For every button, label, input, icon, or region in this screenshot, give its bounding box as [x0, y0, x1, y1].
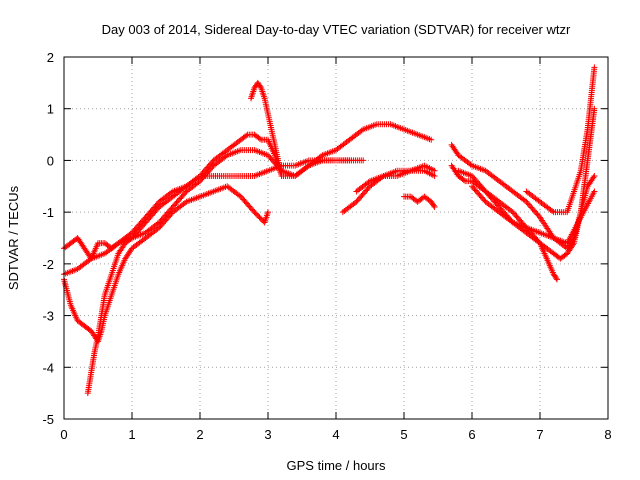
axis-ticks: 0 1 2 3 4 5 6 7 8 -5 -4 -3 -2 -1 0 1 2 — [42, 50, 611, 442]
data-point — [431, 172, 438, 179]
data-point — [209, 164, 216, 171]
x-tick-label: 1 — [128, 427, 135, 442]
y-tick-label: 2 — [47, 50, 54, 65]
series-track-4 — [61, 121, 435, 278]
series-track-3 — [61, 157, 367, 262]
y-tick-label: -1 — [42, 205, 54, 220]
x-tick-label: 2 — [196, 427, 203, 442]
x-tick-label: 5 — [400, 427, 407, 442]
x-axis-label: GPS time / hours — [287, 458, 386, 473]
data-point — [590, 174, 597, 181]
data-point — [431, 167, 438, 174]
data-point — [431, 203, 438, 210]
data-point — [535, 212, 542, 219]
data-point — [252, 210, 259, 217]
data-points — [61, 64, 598, 397]
data-point — [278, 172, 285, 179]
data-point — [250, 207, 257, 214]
y-tick-label: -3 — [42, 309, 54, 324]
data-point — [243, 132, 250, 139]
data-point — [182, 189, 189, 196]
x-tick-label: 8 — [604, 427, 611, 442]
data-point — [591, 105, 598, 112]
series-track-13 — [523, 64, 598, 216]
data-point — [251, 209, 258, 216]
data-point — [154, 200, 161, 207]
x-tick-label: 7 — [536, 427, 543, 442]
data-point — [253, 211, 260, 218]
data-point — [591, 188, 598, 195]
series-track-8 — [401, 193, 438, 210]
data-point — [591, 172, 598, 179]
data-point — [430, 202, 437, 209]
chart-title: Day 003 of 2014, Sidereal Day-to-day VTE… — [102, 22, 571, 37]
x-tick-label: 3 — [264, 427, 271, 442]
series-track-7 — [353, 167, 438, 195]
data-point — [256, 135, 263, 142]
data-point — [481, 197, 488, 204]
data-point — [553, 275, 560, 282]
y-tick-label: 0 — [47, 153, 54, 168]
series-track-1 — [61, 183, 271, 345]
data-point — [255, 213, 262, 220]
data-point — [365, 184, 372, 191]
data-point — [360, 157, 367, 164]
data-point — [428, 136, 435, 143]
x-tick-label: 4 — [332, 427, 339, 442]
data-point — [259, 216, 266, 223]
y-axis-label: SDTVAR / TECUs — [6, 185, 21, 290]
data-point — [209, 158, 216, 165]
data-point — [570, 241, 577, 248]
series-track-12 — [469, 183, 598, 247]
data-point — [554, 276, 560, 283]
y-tick-label: -2 — [42, 257, 54, 272]
data-point — [460, 177, 467, 184]
series-track-5 — [248, 79, 285, 179]
data-point — [256, 214, 263, 221]
y-tick-label: -5 — [42, 412, 54, 427]
data-point — [257, 83, 264, 90]
y-tick-label: -4 — [42, 360, 54, 375]
x-tick-label: 6 — [468, 427, 475, 442]
x-tick-label: 0 — [60, 427, 67, 442]
data-point — [591, 64, 598, 71]
data-point — [265, 209, 271, 216]
series-track-2 — [84, 131, 353, 397]
y-tick-label: 1 — [47, 102, 54, 117]
